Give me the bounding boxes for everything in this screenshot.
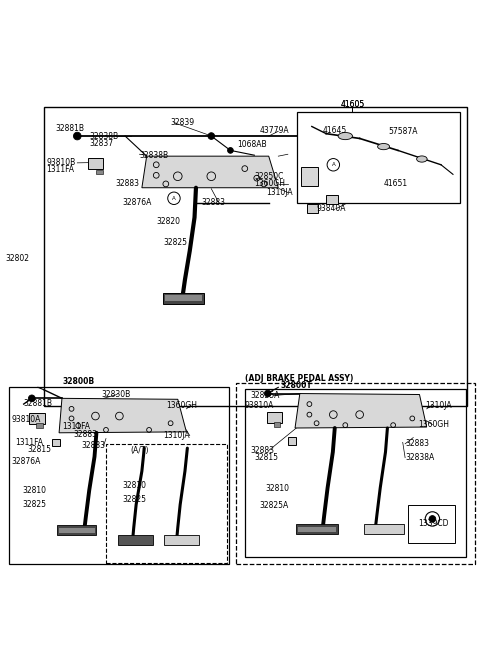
Bar (236, 383, 475, 565)
Bar (364, 524, 404, 534)
Text: 1339CD: 1339CD (418, 519, 448, 528)
Text: 32810: 32810 (265, 484, 289, 493)
Text: 32825A: 32825A (259, 501, 288, 510)
Text: 32802: 32802 (5, 253, 29, 263)
Text: 41605: 41605 (340, 100, 365, 109)
Text: 41645: 41645 (323, 126, 347, 135)
Bar (307, 204, 318, 213)
Circle shape (28, 395, 35, 402)
Text: 93840A: 93840A (317, 204, 346, 214)
Text: 93810B: 93810B (46, 159, 75, 168)
Text: 32876A: 32876A (123, 198, 152, 206)
Text: 32855A: 32855A (251, 391, 280, 400)
Circle shape (208, 133, 215, 140)
Bar (88, 158, 103, 168)
Text: 1360GH: 1360GH (254, 179, 285, 189)
Circle shape (73, 132, 81, 140)
Circle shape (228, 147, 233, 153)
Text: A: A (332, 162, 335, 167)
Circle shape (264, 390, 271, 397)
Polygon shape (142, 156, 278, 188)
Text: 1360GH: 1360GH (418, 420, 449, 429)
Text: 32825: 32825 (22, 500, 46, 509)
Bar (9, 387, 229, 565)
Text: 93810A: 93810A (11, 415, 41, 424)
Text: 32810: 32810 (123, 481, 147, 490)
Text: (ADJ BRAKE PEDAL ASSY): (ADJ BRAKE PEDAL ASSY) (245, 374, 353, 383)
Ellipse shape (378, 143, 390, 150)
Bar (36, 423, 43, 428)
Circle shape (429, 515, 436, 522)
Text: 32883: 32883 (202, 198, 226, 206)
Text: 32838B: 32838B (140, 151, 168, 160)
Text: 32883: 32883 (405, 440, 429, 448)
Text: 1068AB: 1068AB (238, 140, 267, 149)
Text: 32810: 32810 (22, 486, 46, 495)
Text: 32830B: 32830B (101, 390, 131, 399)
Bar (297, 524, 337, 534)
Bar (44, 107, 468, 407)
Text: 32883: 32883 (81, 441, 105, 450)
Text: 1310JA: 1310JA (163, 431, 190, 440)
Text: 32876A: 32876A (11, 457, 41, 466)
Text: 1360GH: 1360GH (166, 401, 197, 409)
Text: 32825: 32825 (163, 238, 187, 248)
Bar (96, 170, 103, 174)
Text: 32815: 32815 (254, 453, 278, 462)
Ellipse shape (417, 156, 427, 162)
Bar (29, 413, 45, 424)
Bar (119, 535, 153, 545)
Text: 32800B: 32800B (63, 377, 95, 386)
Text: 32800T: 32800T (281, 381, 312, 390)
Text: 32825: 32825 (123, 495, 147, 504)
Bar (301, 167, 318, 186)
Bar (164, 535, 199, 545)
Bar (408, 504, 456, 543)
Text: 1311FA: 1311FA (46, 165, 74, 174)
Text: 93810A: 93810A (245, 401, 274, 409)
Text: 41651: 41651 (384, 179, 408, 189)
Text: 32883: 32883 (116, 179, 140, 189)
Bar (326, 195, 337, 204)
Bar (298, 112, 460, 203)
Bar (52, 439, 60, 446)
Bar (245, 389, 466, 557)
Bar (288, 437, 296, 445)
Text: 32838B: 32838B (89, 132, 119, 141)
Text: 32883: 32883 (251, 446, 275, 455)
Text: 1311FA: 1311FA (15, 438, 43, 447)
Bar (299, 527, 336, 533)
Text: 32838A: 32838A (405, 453, 434, 462)
Bar (57, 525, 96, 535)
Text: (A/T): (A/T) (130, 445, 148, 455)
Text: 41605: 41605 (340, 100, 365, 109)
Text: 1311FA: 1311FA (62, 422, 90, 431)
Text: 1310JA: 1310JA (266, 188, 293, 197)
Polygon shape (59, 398, 186, 433)
Bar (165, 295, 202, 301)
Text: 1310JA: 1310JA (426, 401, 452, 409)
Bar (106, 444, 227, 563)
Text: 32820: 32820 (156, 217, 180, 226)
Text: 32839: 32839 (170, 118, 195, 127)
Text: 32815: 32815 (27, 445, 51, 453)
Text: A: A (172, 196, 176, 201)
Text: 32881B: 32881B (24, 399, 53, 407)
Text: 32850C: 32850C (254, 172, 284, 181)
Bar (163, 293, 204, 303)
Polygon shape (295, 394, 427, 428)
Bar (59, 527, 95, 533)
Text: 32883: 32883 (73, 430, 97, 439)
Text: 32881B: 32881B (56, 124, 85, 133)
Ellipse shape (338, 132, 352, 140)
Text: 32837: 32837 (89, 139, 113, 148)
Text: 57587A: 57587A (388, 127, 418, 136)
Bar (274, 422, 280, 427)
Text: 43779A: 43779A (259, 126, 289, 135)
Bar (267, 412, 282, 423)
